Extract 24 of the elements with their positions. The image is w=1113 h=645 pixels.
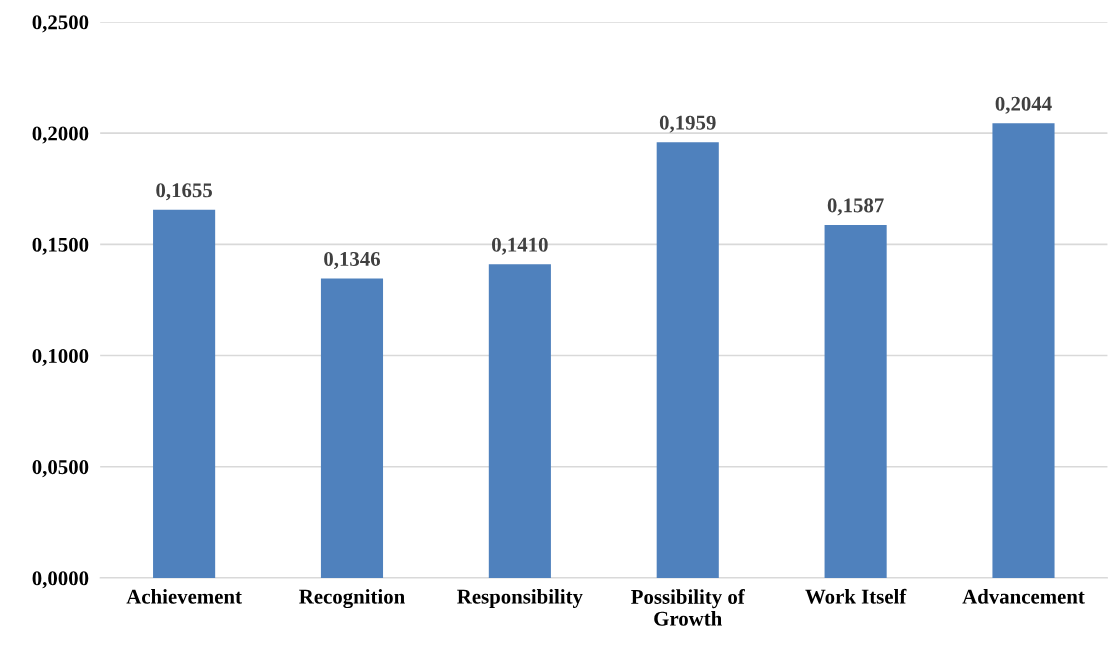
y-tick-label: 0,2500 — [32, 15, 89, 33]
x-tick-label: Responsibility — [457, 589, 583, 608]
data-label: 0,1346 — [324, 251, 381, 270]
data-label: 0,1410 — [492, 237, 548, 255]
data-label: 0,1587 — [827, 198, 884, 216]
y-tick-label: 0,0000 — [32, 571, 89, 589]
data-label: 0,2044 — [995, 96, 1052, 114]
bar — [824, 224, 887, 578]
x-tick-label: Achievement — [126, 589, 242, 604]
bar — [992, 123, 1055, 578]
x-tick-label: Recognition — [299, 589, 405, 609]
bar — [153, 209, 216, 578]
bar — [656, 142, 719, 578]
data-label: 0,1655 — [156, 183, 212, 201]
x-tick-label: Work Itself — [805, 588, 907, 604]
y-tick-label: 0,1500 — [32, 237, 89, 255]
bar — [320, 278, 384, 578]
bar — [488, 264, 551, 578]
y-tick-label: 0,0500 — [32, 460, 89, 478]
y-tick-label: 0,2000 — [32, 126, 89, 144]
x-tick-label: Possibility of Growth — [631, 589, 745, 626]
y-tick-label: 0,1000 — [32, 348, 89, 366]
data-label: 0,1959 — [659, 115, 716, 133]
x-tick-label: Advancement — [962, 589, 1085, 604]
